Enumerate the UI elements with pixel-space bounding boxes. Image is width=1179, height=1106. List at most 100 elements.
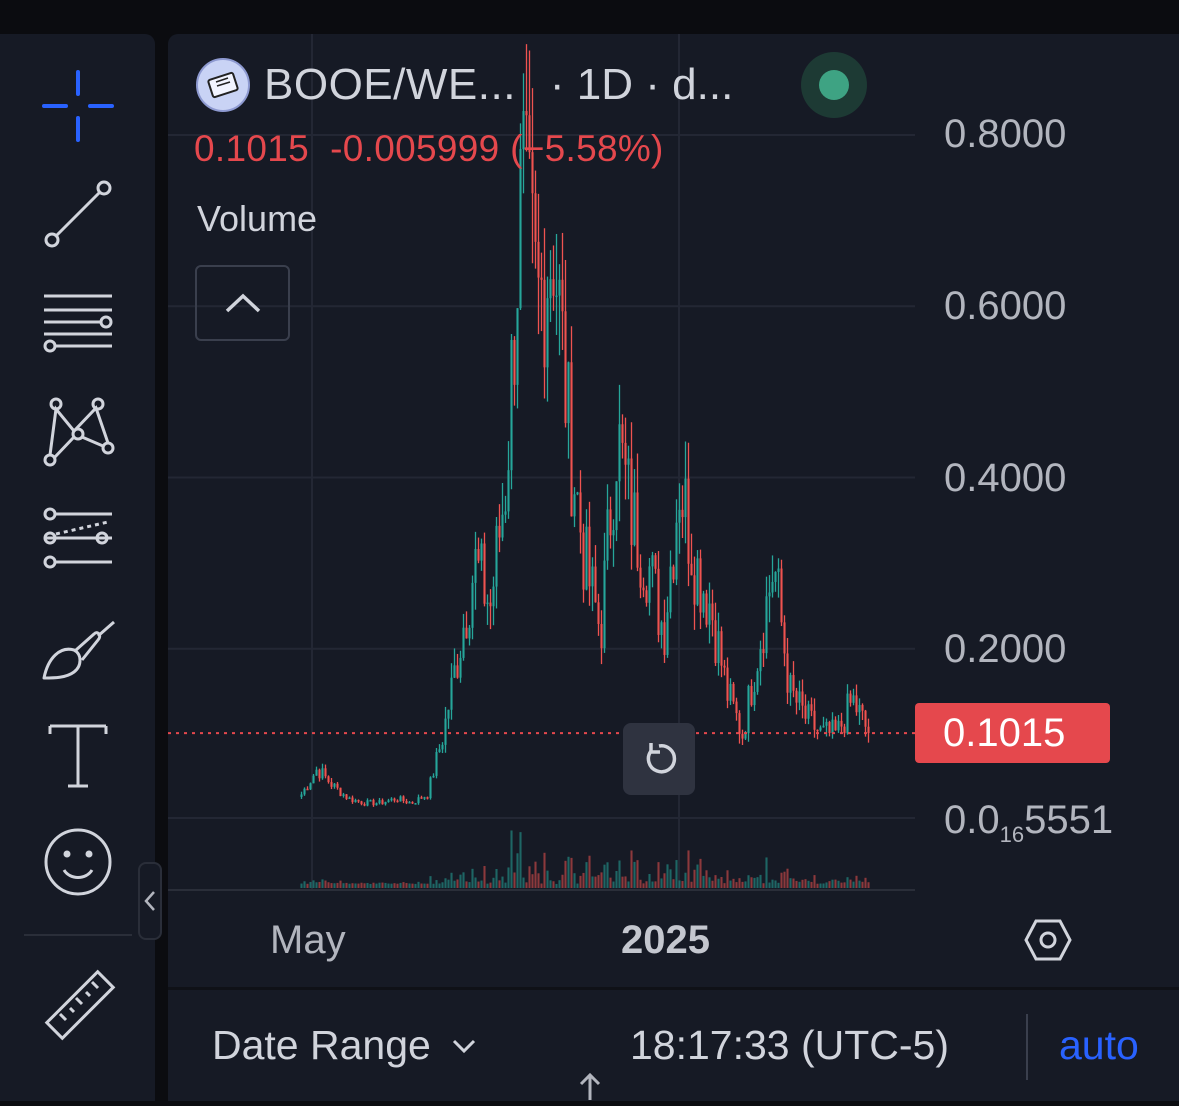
symbol-interval[interactable]: · 1D · d... <box>549 60 734 109</box>
candle-body <box>534 193 537 242</box>
crosshair-tool[interactable] <box>36 64 120 148</box>
volume-bar <box>612 881 615 888</box>
y-axis-label: 0.8000 <box>944 112 1067 156</box>
candle-body <box>768 592 771 597</box>
auto-scale-toggle[interactable]: auto <box>1059 1022 1139 1068</box>
volume-bar <box>834 879 837 888</box>
candle-body <box>384 801 387 805</box>
candle-body <box>465 627 468 639</box>
volume-bar <box>663 873 666 888</box>
volume-bar <box>828 881 831 888</box>
volume-bar <box>765 857 768 888</box>
volume-bar <box>540 883 543 888</box>
y-axis-label: 0.2000 <box>944 627 1067 671</box>
volume-bar <box>363 883 366 888</box>
volume-bar <box>402 882 405 888</box>
candle-body <box>441 744 444 750</box>
candle-body <box>537 241 540 278</box>
ruler-tool[interactable] <box>36 964 120 1048</box>
volume-bar <box>534 861 537 888</box>
volume-bar <box>501 876 504 888</box>
candle-body <box>423 797 426 799</box>
volume-indicator-label[interactable]: Volume <box>197 198 318 239</box>
candle-body <box>750 685 753 706</box>
candle-body <box>324 768 327 777</box>
text-tool[interactable] <box>36 712 120 796</box>
volume-bar <box>858 880 861 888</box>
expand-bottom-panel-button[interactable] <box>578 1072 602 1106</box>
volume-bar <box>339 880 342 888</box>
volume-bar <box>864 877 867 888</box>
candle-body <box>630 458 633 545</box>
candle-body <box>645 590 648 603</box>
volume-bar <box>513 872 516 888</box>
candle-body <box>831 719 834 734</box>
date-range-selector[interactable]: Date Range <box>212 1022 477 1069</box>
candle-body <box>435 752 438 776</box>
candle-body <box>744 733 747 739</box>
volume-bar <box>327 882 330 888</box>
candle-body <box>591 566 594 587</box>
candle-body <box>606 509 609 561</box>
volume-bar <box>816 883 819 888</box>
volume-bar <box>582 872 585 888</box>
volume-bar <box>813 875 816 888</box>
market-status-icon[interactable] <box>801 52 867 118</box>
candle-body <box>696 558 699 605</box>
reset-icon <box>646 743 677 774</box>
candle-body <box>822 725 825 728</box>
symbol-header[interactable]: BOOE/WE... · 1D · d... <box>196 56 733 114</box>
volume-bar <box>321 879 324 888</box>
candle-body <box>693 575 696 605</box>
volume-bar <box>351 883 354 888</box>
candle-body <box>546 298 549 368</box>
volume-bar <box>369 883 372 888</box>
volume-bar <box>576 883 579 888</box>
candle-body <box>357 800 360 802</box>
volume-bar <box>561 874 564 888</box>
candle-body <box>633 492 636 545</box>
volume-bar <box>852 881 855 888</box>
volume-bar <box>483 866 486 888</box>
toolbar-collapse-button[interactable] <box>138 862 162 940</box>
volume-bar <box>726 870 729 888</box>
candle-body <box>702 593 705 613</box>
volume-bar <box>432 883 435 888</box>
candle-body <box>489 602 492 607</box>
volume-bar <box>300 883 303 888</box>
forecast-tool[interactable] <box>36 496 120 580</box>
candle-body <box>315 769 318 776</box>
bottom-bar-separator <box>1026 1014 1028 1080</box>
candle-body <box>531 152 534 194</box>
volume-bar <box>591 876 594 888</box>
timezone-clock[interactable]: 18:17:33 (UTC-5) <box>630 1022 950 1068</box>
candle-body <box>387 800 390 802</box>
reset-chart-button[interactable] <box>623 723 695 795</box>
emoji-tool[interactable] <box>36 820 120 904</box>
chart-settings-button[interactable] <box>1022 914 1074 966</box>
symbol-name[interactable]: BOOE/WE... <box>264 60 516 109</box>
volume-bar <box>843 882 846 888</box>
brush-tool[interactable] <box>36 604 120 688</box>
volume-bar <box>714 875 717 888</box>
volume-bar <box>642 883 645 888</box>
volume-bar <box>699 858 702 888</box>
volume-bar <box>708 877 711 888</box>
fib-retracement-tool[interactable] <box>36 280 120 364</box>
book-token-icon <box>196 58 250 112</box>
volume-bar <box>486 883 489 888</box>
candle-body <box>498 525 501 538</box>
volume-bar <box>360 882 363 888</box>
candle-body <box>861 704 864 711</box>
volume-bar <box>675 860 678 888</box>
trend-line-tool[interactable] <box>36 172 120 256</box>
candle-body <box>510 339 513 471</box>
indicator-collapse-button[interactable] <box>195 265 290 341</box>
candle-body <box>777 568 780 572</box>
volume-bar <box>444 878 447 888</box>
volume-bar <box>567 856 570 888</box>
pattern-tool[interactable] <box>36 388 120 472</box>
candle-body <box>486 602 489 605</box>
candle-body <box>681 509 684 518</box>
